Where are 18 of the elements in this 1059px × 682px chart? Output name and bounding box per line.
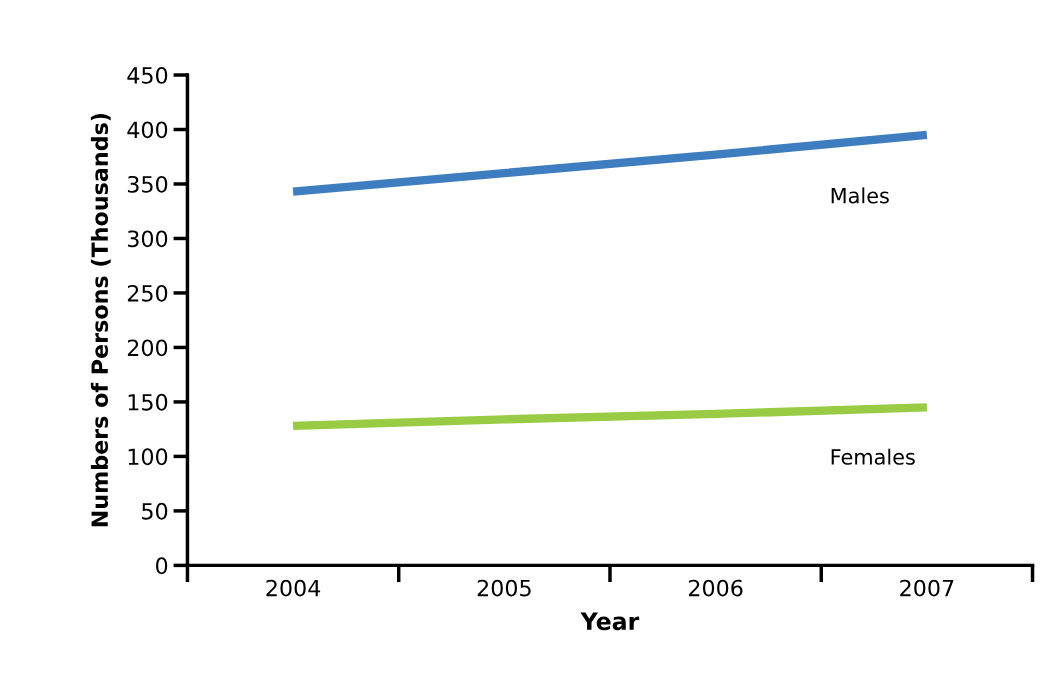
y-tick-label: 100 [128,448,168,466]
y-tick-label: 150 [128,393,168,411]
y-tick-label: 50 [142,502,168,520]
x-tick-label: 2006 [688,579,743,597]
y-tick-label: 350 [127,175,168,193]
y-tick-label: 450 [127,66,168,84]
y-tick-label: 300 [127,230,168,248]
y-tick-label: 200 [127,339,168,357]
x-tick-label: 2004 [266,579,321,597]
y-tick-label: 0 [156,557,168,575]
x-tick-label: 2005 [477,579,531,597]
y-tick-label: 400 [127,121,168,139]
text: Males [831,187,889,204]
x-tick-label: 2007 [900,579,954,597]
series-label: Females [831,448,915,465]
y-tick-label: 250 [127,284,168,302]
y-axis-title: Numbers of Persons (Thousands) [90,113,111,527]
x-axis-title: Year [580,612,640,631]
